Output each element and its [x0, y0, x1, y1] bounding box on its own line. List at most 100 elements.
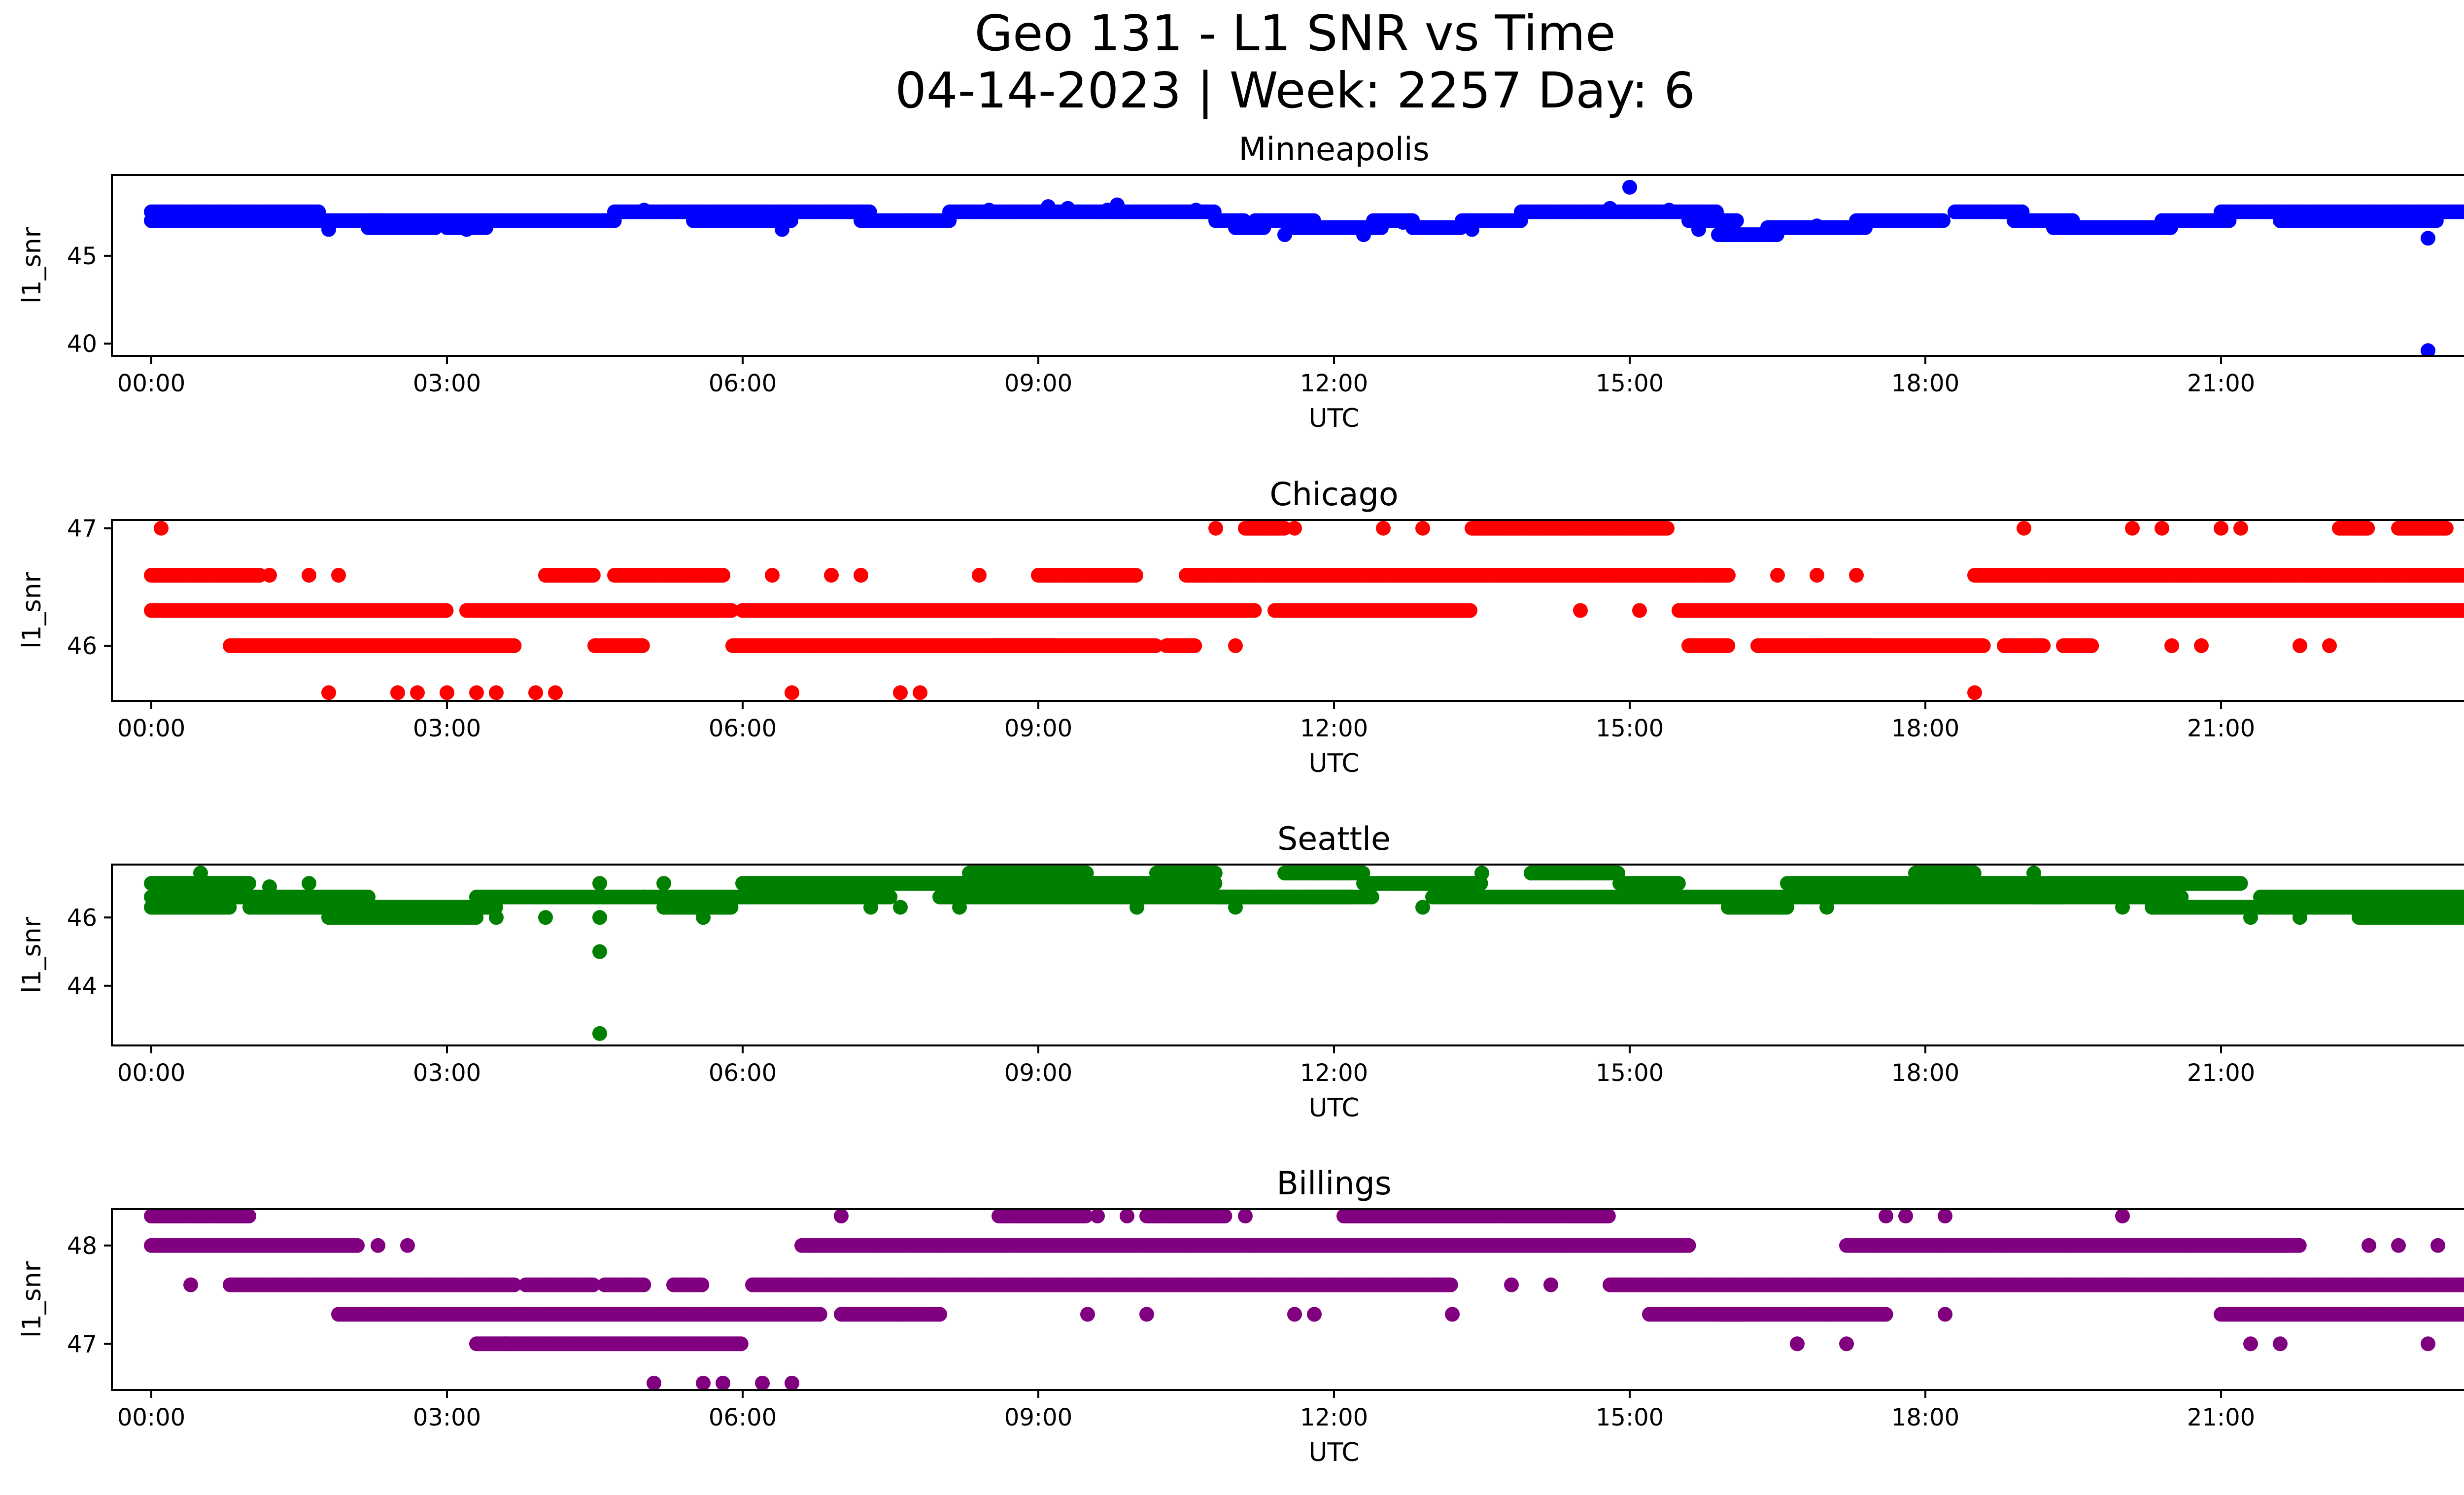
data-point [883, 889, 898, 904]
data-point-outlier [2125, 521, 2140, 536]
x-axis-label: UTC [1308, 404, 1359, 433]
data-point-outlier [1810, 568, 1824, 583]
data-point-outlier [775, 222, 789, 237]
data-point-outlier [2194, 638, 2209, 653]
data-point-outlier [262, 568, 277, 583]
data-point [585, 568, 601, 583]
x-tick-label: 15:00 [1596, 370, 1664, 397]
x-tick-label: 21:00 [2187, 370, 2255, 397]
plot-area [112, 175, 2464, 356]
data-point-outlier [1465, 222, 1479, 237]
y-tick-label: 46 [67, 632, 97, 660]
data-point [1721, 568, 1736, 583]
y-axis-label: l1_snr [17, 227, 47, 304]
data-point-outlier [1632, 603, 1647, 618]
data-point-outlier [1110, 197, 1125, 212]
data-point-outlier [1041, 199, 1056, 214]
data-point [507, 638, 522, 653]
x-tick-label: 15:00 [1596, 715, 1664, 742]
data-point-outlier [1277, 227, 1292, 243]
data-point [222, 900, 237, 915]
y-tick-label: 45 [67, 243, 97, 270]
data-point-outlier [528, 685, 543, 700]
data-point-outlier [1849, 568, 1864, 583]
data-point-outlier [489, 685, 504, 700]
data-point-outlier [2214, 521, 2228, 536]
data-point-outlier [149, 208, 164, 223]
data-point-outlier [1228, 638, 1243, 653]
x-tick-label: 00:00 [117, 370, 185, 397]
data-point-outlier [302, 568, 316, 583]
x-tick-label: 21:00 [2187, 715, 2255, 742]
data-point-outlier [1061, 201, 1075, 216]
data-point-outlier [321, 685, 336, 700]
data-point [1720, 638, 1736, 653]
x-tick-label: 09:00 [1004, 715, 1072, 742]
data-point-outlier [893, 685, 908, 700]
x-tick-label: 18:00 [1891, 715, 1959, 742]
data-point-outlier [785, 685, 799, 700]
data-point-outlier [410, 685, 425, 700]
data-point-outlier [696, 568, 711, 583]
data-point-outlier [390, 685, 405, 700]
data-point-outlier [982, 203, 996, 218]
data-point [1187, 638, 1202, 653]
x-tick-label: 06:00 [709, 715, 777, 742]
data-point-outlier [2421, 343, 2435, 356]
data-point-outlier [1662, 203, 1677, 218]
data-series-seattle [144, 866, 2464, 1041]
x-tick-label: 00:00 [117, 715, 185, 742]
data-point [1148, 638, 1163, 653]
x-tick-label: 12:00 [1300, 370, 1368, 397]
data-point-outlier [627, 638, 642, 653]
data-point-outlier [1287, 521, 1302, 536]
data-point-outlier [1415, 521, 1430, 536]
data-point [2462, 570, 2464, 581]
data-point [439, 603, 454, 618]
data-point-outlier [637, 203, 651, 218]
data-point-outlier [2017, 521, 2031, 536]
data-point [1277, 521, 1292, 536]
data-point-outlier [1593, 568, 1608, 583]
data-point [723, 900, 739, 915]
subplot-panels: 00:00 03:00 06:00 09:00 12:00 15:00 18:00 21:00… [17, 131, 2464, 1467]
data-point [1729, 213, 1744, 228]
x-tick-label: 18:00 [1891, 370, 1959, 397]
data-point-outlier [2164, 638, 2179, 653]
x-tick-label: 03:00 [413, 370, 481, 397]
data-point-outlier [854, 568, 868, 583]
y-tick-label: 47 [67, 515, 97, 543]
data-point [1660, 521, 1675, 536]
data-point [1976, 638, 1991, 653]
data-point-outlier [1573, 603, 1588, 618]
x-tick-label: 06:00 [709, 370, 777, 397]
data-point-outlier [321, 222, 336, 237]
data-point-outlier [1189, 203, 1203, 218]
data-point [723, 603, 739, 618]
data-point-outlier [459, 222, 474, 237]
figure-title-line-2: 04-14-2023 | Week: 2257 Day: 6 [895, 62, 1695, 119]
data-point-outlier [154, 521, 169, 536]
x-axis-label: UTC [1308, 749, 1359, 778]
data-point-outlier [1603, 201, 1617, 216]
data-point [241, 876, 256, 891]
data-point [2360, 521, 2375, 536]
data-point-outlier [2233, 521, 2248, 536]
data-point [1049, 638, 1064, 653]
data-point-outlier [1967, 685, 1982, 700]
data-point-outlier [765, 568, 780, 583]
data-point-outlier [824, 568, 839, 583]
data-series-minneapolis [144, 179, 2464, 356]
y-axis-label: l1_snr [17, 572, 47, 649]
data-point-outlier [1208, 521, 1223, 536]
data-point-outlier [972, 568, 987, 583]
data-point-outlier [1376, 521, 1391, 536]
x-tick-label: 09:00 [1004, 370, 1072, 397]
data-point-outlier [440, 685, 454, 700]
data-point [2462, 605, 2464, 616]
data-point-outlier [2322, 638, 2337, 653]
data-point [2461, 206, 2464, 218]
data-point [1463, 603, 1477, 618]
figure-title-line-1: Geo 131 - L1 SNR vs Time [975, 4, 1616, 62]
